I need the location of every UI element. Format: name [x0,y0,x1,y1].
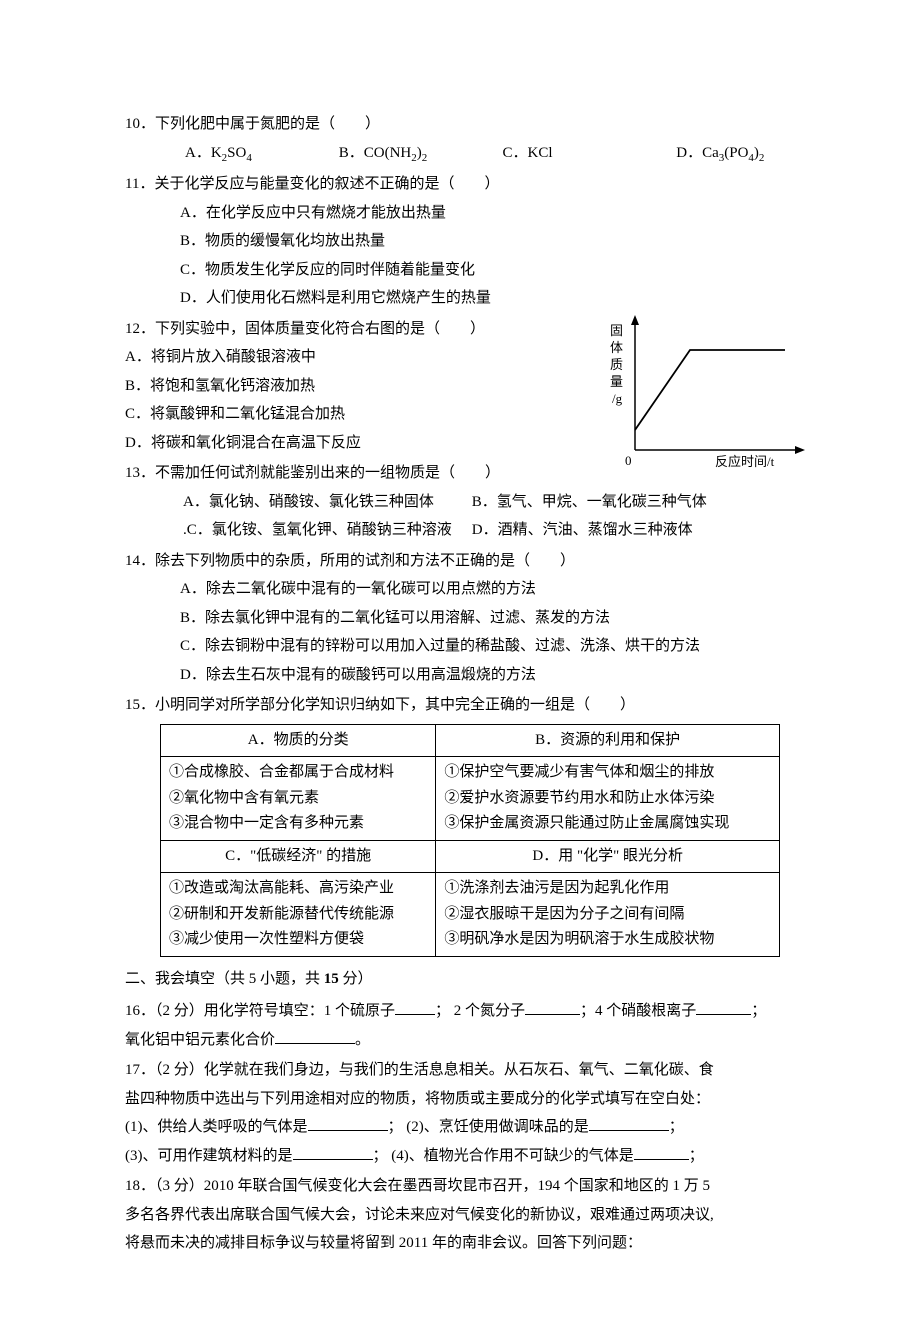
q10-opt-d: D．Ca3(PO4)2 [676,139,764,169]
q13-opt-a: A．氯化钠、硝酸铵、氯化铁三种固体 [183,488,468,517]
blank-field [589,1130,669,1131]
q10-opt-b: B．CO(NH2)2 [339,139,499,169]
q17-line2: 盐四种物质中选出与下列用途相对应的物质，将物质或主要成分的化学式填写在空白处： [125,1085,795,1114]
blank-field [308,1130,388,1131]
q10-stem: 10．下列化肥中属于氮肥的是（ ） [125,110,795,139]
q11-stem: 11．关于化学反应与能量变化的叙述不正确的是（ ） [125,170,795,199]
q15-c1: ①改造或淘汰高能耗、高污染产业 [169,876,427,902]
question-10: 10．下列化肥中属于氮肥的是（ ） A．K2SO4 B．CO(NH2)2 C．K… [125,110,795,168]
svg-text:质: 质 [610,357,623,372]
q15-header-b: B．资源的利用和保护 [436,724,780,757]
q15-stem: 15．小明同学对所学部分化学知识归纳如下，其中完全正确的一组是（ ） [125,691,795,720]
q15-c2: ②研制和开发新能源替代传统能源 [169,902,427,928]
q15-table: A．物质的分类 B．资源的利用和保护 ①合成橡胶、合金都属于合成材料 ②氧化物中… [160,724,780,957]
question-17: 17．（2 分）化学就在我们身边，与我们的生活息息相关。从石灰石、氧气、二氧化碳… [125,1056,795,1170]
q18-l2: 多名各界代表出席联合国气候大会，讨论未来应对气候变化的新协议，艰难通过两项决议, [125,1201,795,1230]
q15-header-c: C．"低碳经济" 的措施 [161,840,436,873]
question-15: 15．小明同学对所学部分化学知识归纳如下，其中完全正确的一组是（ ） A．物质的… [125,691,795,957]
q11-opt-a: A．在化学反应中只有燃烧才能放出热量 [125,199,795,228]
q10-options: A．K2SO4 B．CO(NH2)2 C．KCl D．Ca3(PO4)2 [125,139,795,169]
q15-b2: ②爱护水资源要节约用水和防止水体污染 [444,786,771,812]
q17-r1a: (1)、供给人类呼吸的气体是 [125,1119,308,1135]
q14-opt-c: C．除去铜粉中混有的锌粉可以用加入过量的稀盐酸、过滤、洗涤、烘干的方法 [125,632,795,661]
blank-field [525,1014,580,1015]
blank-field [275,1043,355,1044]
q18-l1: 18．（3 分）2010 年联合国气候变化大会在墨西哥坎昆市召开，194 个国家… [125,1172,795,1201]
q16-pre: 16．（2 分）用化学符号填空：1 个硫原子 [125,1003,395,1019]
section-2-header: 二、我会填空（共 5 小题，共 15 分） [125,965,795,994]
q17-r2b: ； (4)、植物光合作用不可缺少的气体是 [373,1148,634,1164]
q15-c3: ③减少使用一次性塑料方便袋 [169,927,427,953]
q15-d3: ③明矾净水是因为明矾溶于水生成胶状物 [444,927,771,953]
blank-field [395,1014,435,1015]
q15-cell-b: ①保护空气要减少有害气体和烟尘的排放 ②爱护水资源要节约用水和防止水体污染 ③保… [436,757,780,841]
q16-l2-pre: 氧化铝中铝元素化合价 [125,1032,275,1048]
q16-p2: ； 2 个氮分子 [435,1003,525,1019]
q14-opt-b: B．除去氯化钾中混有的二氧化锰可以用溶解、过滤、蒸发的方法 [125,604,795,633]
q18-l3: 将悬而未决的减排目标争议与较量将留到 2011 年的南非会议。回答下列问题： [125,1229,795,1258]
x-axis-label: 反应时间/t [715,454,775,469]
q15-d1: ①洗涤剂去油污是因为起乳化作用 [444,876,771,902]
question-16: 16．（2 分）用化学符号填空：1 个硫原子 ； 2 个氮分子 ；4 个硝酸根离子 ；… [125,997,795,1054]
svg-text:量: 量 [610,374,623,389]
question-12: 12．下列实验中，固体质量变化符合右图的是（ ） A．将铜片放入硝酸银溶液中 B… [125,315,795,458]
q15-a3: ③混合物中一定含有多种元素 [169,811,427,837]
q15-header-a: A．物质的分类 [161,724,436,757]
q10-opt-c: C．KCl [503,139,673,168]
q15-cell-c: ①改造或淘汰高能耗、高污染产业 ②研制和开发新能源替代传统能源 ③减少使用一次性… [161,873,436,957]
q11-opt-c: C．物质发生化学反应的同时伴随着能量变化 [125,256,795,285]
question-13: 13．不需加任何试剂就能鉴别出来的一组物质是（ ） A．氯化钠、硝酸铵、氯化铁三… [125,459,795,545]
q11-opt-b: B．物质的缓慢氧化均放出热量 [125,227,795,256]
q17-r2a: (3)、可用作建筑材料的是 [125,1148,293,1164]
question-18: 18．（3 分）2010 年联合国气候变化大会在墨西哥坎昆市召开，194 个国家… [125,1172,795,1258]
q15-a2: ②氧化物中含有氧元素 [169,786,427,812]
q16-l2-post: 。 [355,1032,370,1048]
q15-b3: ③保护金属资源只能通过防止金属腐蚀实现 [444,811,771,837]
svg-text:体: 体 [610,340,623,355]
q15-b1: ①保护空气要减少有害气体和烟尘的排放 [444,760,771,786]
q17-line1: 17．（2 分）化学就在我们身边，与我们的生活息息相关。从石灰石、氧气、二氧化碳… [125,1056,795,1085]
question-11: 11．关于化学反应与能量变化的叙述不正确的是（ ） A．在化学反应中只有燃烧才能… [125,170,795,313]
q17-r1b: ； (2)、烹饪使用做调味品的是 [388,1119,589,1135]
y-axis-label: 固 [610,323,623,338]
blank-field [634,1159,689,1160]
q14-stem: 14．除去下列物质中的杂质，所用的试剂和方法不正确的是（ ） [125,547,795,576]
q15-cell-d: ①洗涤剂去油污是因为起乳化作用 ②湿衣服晾干是因为分子之间有间隔 ③明矾净水是因… [436,873,780,957]
q16-p4: ； [751,1003,766,1019]
q11-opt-d: D．人们使用化石燃料是利用它燃烧产生的热量 [125,284,795,313]
q10-opt-a: A．K2SO4 [185,139,335,169]
question-14: 14．除去下列物质中的杂质，所用的试剂和方法不正确的是（ ） A．除去二氧化碳中… [125,547,795,690]
graph-icon: 固 体 质 量 /g 0 反应时间/t [590,310,815,470]
blank-field [293,1159,373,1160]
svg-text:/g: /g [612,391,623,406]
svg-text:0: 0 [625,453,632,468]
q15-a1: ①合成橡胶、合金都属于合成材料 [169,760,427,786]
q16-p3: ；4 个硝酸根离子 [580,1003,696,1019]
q14-opt-d: D．除去生石灰中混有的碳酸钙可以用高温煅烧的方法 [125,661,795,690]
blank-field [696,1014,751,1015]
q15-d2: ②湿衣服晾干是因为分子之间有间隔 [444,902,771,928]
q14-opt-a: A．除去二氧化碳中混有的一氧化碳可以用点燃的方法 [125,575,795,604]
q17-r2c: ； [689,1148,704,1164]
q15-cell-a: ①合成橡胶、合金都属于合成材料 ②氧化物中含有氧元素 ③混合物中一定含有多种元素 [161,757,436,841]
q17-r1c: ； [669,1119,684,1135]
q13-opt-d: D．酒精、汽油、蒸馏水三种液体 [472,516,693,545]
q15-header-d: D．用 "化学" 眼光分析 [436,840,780,873]
q13-opt-c: .C．氯化铵、氢氧化钾、硝酸钠三种溶液 [183,516,468,545]
q13-opt-b: B．氢气、甲烷、一氧化碳三种气体 [472,488,707,517]
